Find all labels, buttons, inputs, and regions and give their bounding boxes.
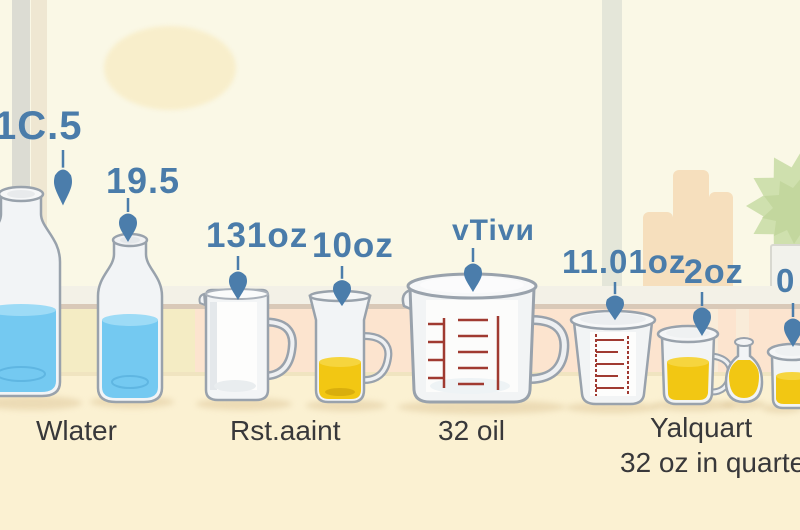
shadow: [0, 396, 82, 410]
caption-paint: Rst.aaint: [230, 415, 341, 446]
shadow: [722, 400, 766, 409]
large-water-bottle: [0, 185, 62, 398]
down-arrow-icon: [463, 248, 483, 292]
plant-icon: [746, 153, 800, 259]
wood-panel: [709, 192, 733, 290]
wood-panel: [643, 212, 673, 290]
caption-water: Wlater: [36, 415, 117, 446]
caption-oil: 32 oil: [438, 415, 505, 446]
sun-glow: [104, 26, 236, 110]
volume-label: 2oz: [684, 253, 744, 291]
down-arrow-icon: [605, 282, 625, 321]
down-arrow-icon: [692, 292, 712, 336]
down-arrow-icon: [228, 256, 248, 300]
small-oil-cup: [656, 324, 734, 406]
glass-pitcher: [198, 288, 297, 402]
down-arrow-icon: [784, 303, 800, 347]
counter-edge: [0, 372, 800, 376]
oil-flask: [724, 337, 764, 404]
small-water-bottle: [96, 232, 164, 404]
window-frame-right: [602, 0, 622, 288]
volume-label: 0: [776, 262, 796, 299]
volume-label: 19.5: [106, 160, 181, 201]
wood-panel: [673, 170, 709, 290]
down-arrow-icon: [332, 266, 352, 307]
volume-label: 11.01oz: [562, 243, 687, 280]
down-arrow-icon: [53, 150, 73, 206]
shadow: [652, 400, 734, 411]
large-measuring-cup: [401, 272, 570, 404]
tiny-oil-cup: [766, 342, 800, 410]
volume-label: 131oz: [206, 216, 309, 255]
sill-edge: [0, 304, 800, 309]
shadow: [306, 400, 386, 411]
caption-quart-sub: 32 oz in quarter: [620, 447, 800, 478]
volume-label: 1C.5: [0, 104, 83, 148]
volume-label: 10oz: [312, 226, 394, 265]
shadow: [566, 402, 658, 413]
down-arrow-icon: [118, 198, 138, 242]
graduated-measuring-cup: [569, 309, 657, 406]
volume-label: vTivи: [452, 214, 535, 247]
caption-quart: Yalquart: [650, 412, 753, 443]
